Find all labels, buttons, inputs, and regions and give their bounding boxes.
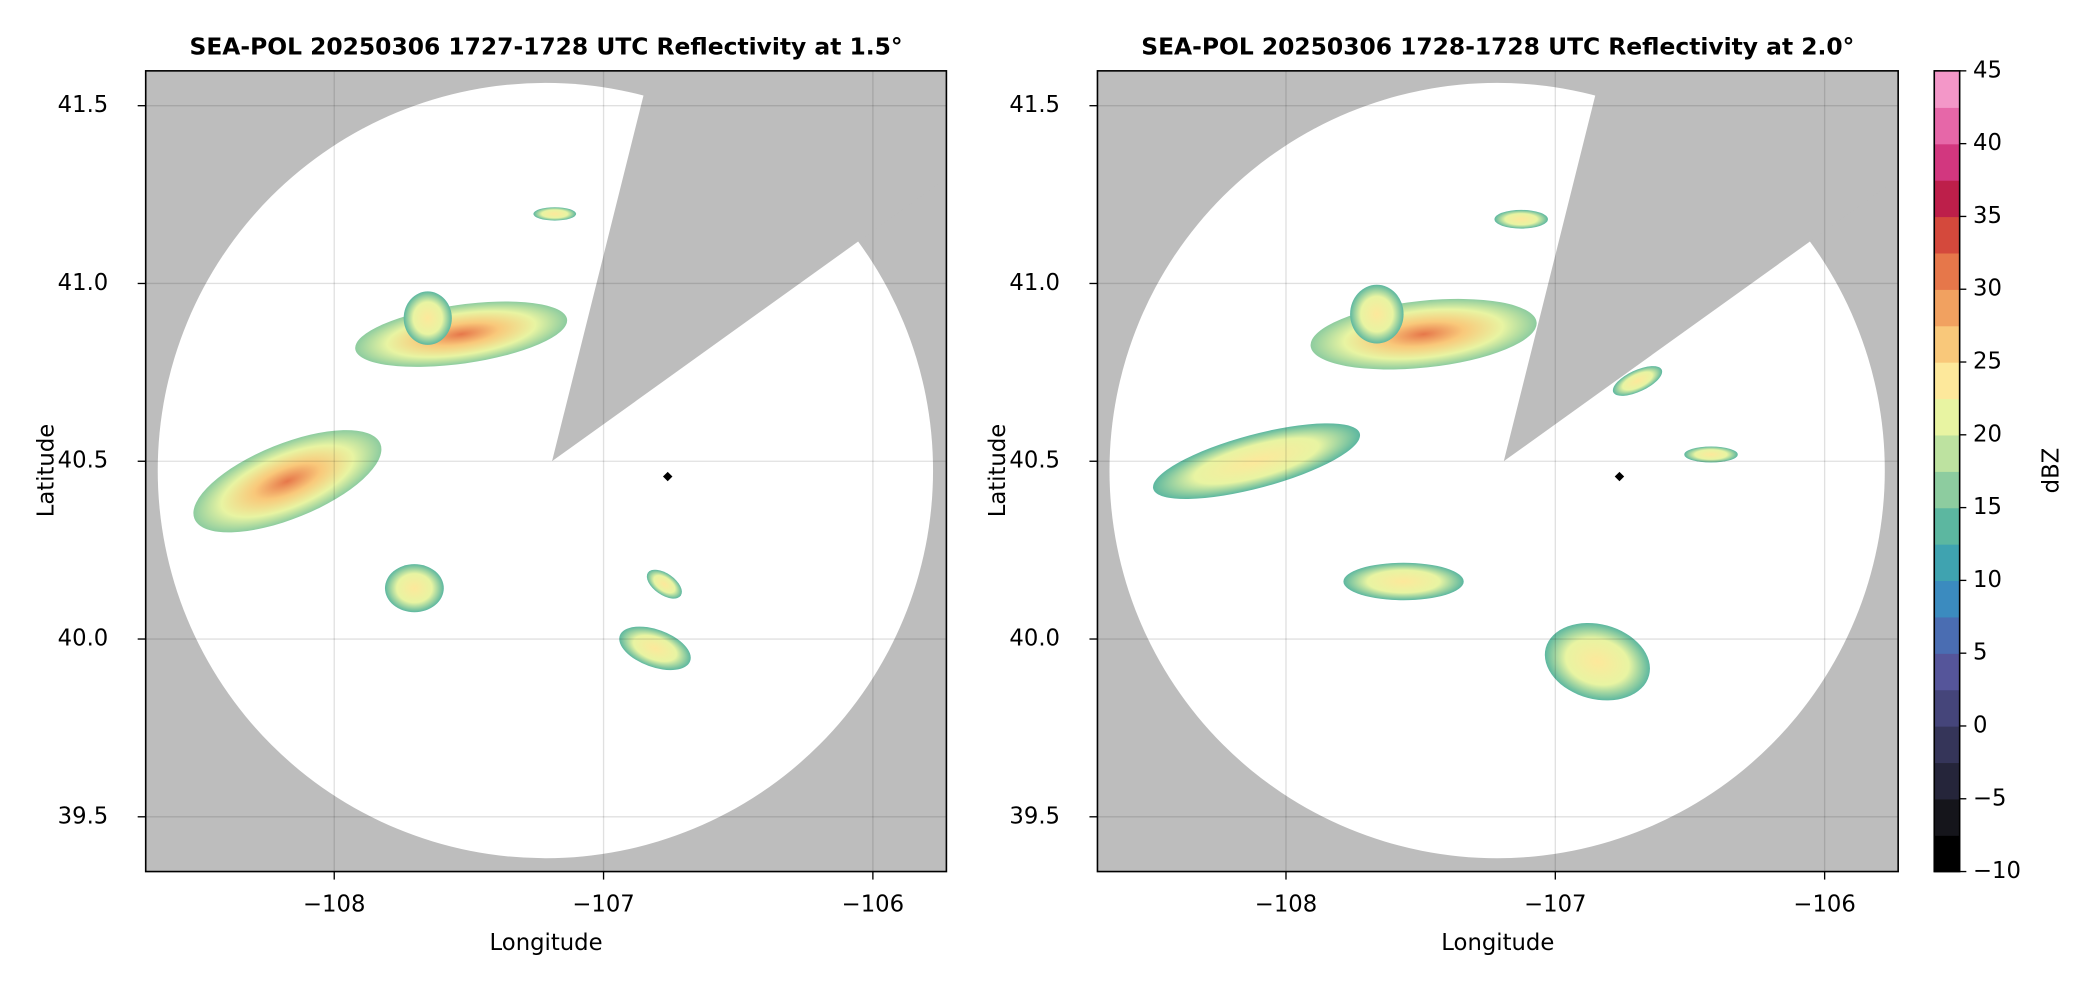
colorbar-band [1934, 398, 1960, 436]
colorbar-band [1934, 362, 1960, 400]
colorbar-frame [1933, 70, 1961, 873]
y-tick-label: 41.0 [58, 270, 109, 296]
x-tick-label: −107 [1524, 891, 1586, 917]
x-tick-label: −107 [572, 891, 634, 917]
x-tick-label: −108 [1255, 891, 1317, 917]
y-tick-label: 40.5 [58, 448, 109, 474]
colorbar-tick-label: 45 [1973, 57, 2002, 83]
colorbar-tick-label: 15 [1973, 494, 2002, 520]
colorbar-band [1934, 798, 1960, 836]
plot-frame [144, 70, 948, 873]
x-tick-label: −106 [842, 891, 904, 917]
chart-title: SEA-POL 20250306 1727-1728 UTC Reflectiv… [190, 33, 903, 61]
colorbar-tick-label: −5 [1973, 785, 2007, 811]
colorbar-band [1934, 762, 1960, 800]
colorbar-band [1934, 616, 1960, 654]
colorbar-band [1934, 580, 1960, 618]
colorbar-band [1934, 325, 1960, 363]
colorbar-band [1934, 689, 1960, 727]
echoes [1153, 209, 1738, 701]
colorbar-band [1934, 725, 1960, 764]
colorbar-band [1934, 180, 1960, 218]
colorbar-band [1934, 543, 1960, 582]
y-tick-label: 40.0 [58, 626, 109, 652]
colorbar-tick-label: 25 [1973, 349, 2002, 375]
panel [1097, 70, 1899, 872]
radar-site [662, 471, 673, 482]
colorbar-band [1934, 471, 1960, 509]
x-tick-label: −108 [303, 891, 365, 917]
colorbar-label: dBZ [2038, 448, 2064, 494]
colorbar-band [1934, 507, 1960, 545]
colorbar-band [1934, 216, 1960, 254]
colorbar-band [1934, 252, 1960, 290]
chart-title: SEA-POL 20250306 1728-1728 UTC Reflectiv… [1141, 33, 1854, 61]
colorbar-tick-label: 5 [1973, 640, 1987, 666]
y-tick-label: 41.5 [1009, 92, 1060, 118]
colorbar-band [1934, 835, 1960, 873]
colorbar-band [1934, 653, 1960, 691]
colorbar-tick-label: 0 [1973, 712, 1987, 738]
blocked-sector [552, 70, 947, 462]
y-axis-label: Latitude [985, 424, 1011, 518]
colorbar-tick-label: 35 [1973, 203, 2002, 229]
colorbar-band [1934, 143, 1960, 181]
y-tick-label: 40.5 [1009, 448, 1060, 474]
y-axis-label: Latitude [33, 424, 59, 518]
y-tick-label: 40.0 [1009, 626, 1060, 652]
echoes [193, 207, 691, 671]
y-tick-label: 41.5 [58, 92, 109, 118]
colorbar-tick-label: 20 [1973, 421, 2002, 447]
panel [145, 70, 947, 872]
x-axis-label: Longitude [1441, 930, 1554, 956]
blocked-sector [1503, 70, 1899, 462]
y-tick-label: 39.5 [58, 803, 109, 829]
colorbar-band [1934, 289, 1960, 327]
colorbar-band [1934, 70, 1960, 108]
y-tick-label: 41.0 [1009, 270, 1060, 296]
colorbar-band [1934, 434, 1960, 472]
y-tick-label: 39.5 [1009, 803, 1060, 829]
x-tick-label: −106 [1793, 891, 1855, 917]
colorbar-tick-label: 30 [1973, 276, 2002, 302]
colorbar-tick-label: 40 [1973, 130, 2002, 156]
colorbar-tick-label: −10 [1973, 858, 2021, 884]
colorbar-band [1934, 107, 1960, 145]
x-axis-label: Longitude [490, 930, 603, 956]
plot-frame [1096, 70, 1899, 873]
colorbar-tick-label: 10 [1973, 567, 2002, 593]
